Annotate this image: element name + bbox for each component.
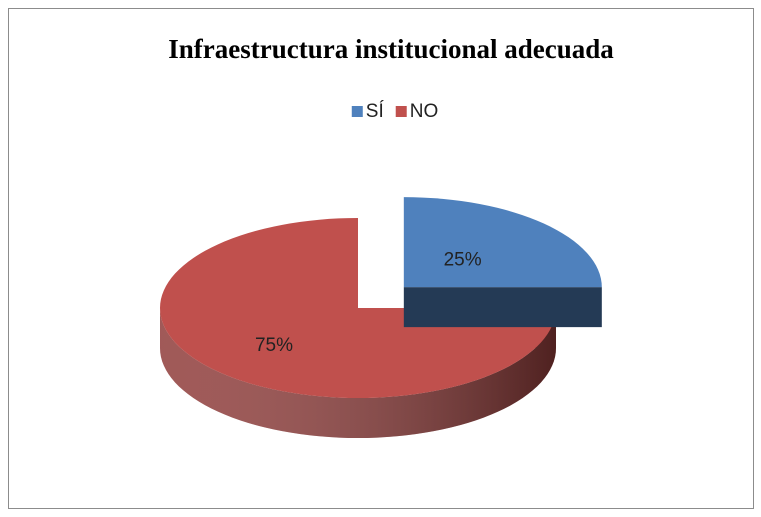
pie: 25% 75% bbox=[160, 197, 602, 438]
slice-wall bbox=[403, 287, 602, 328]
legend-label: SÍ bbox=[366, 101, 385, 122]
legend: SÍ NO bbox=[351, 101, 439, 122]
slice-side-shade bbox=[160, 308, 556, 438]
slice bbox=[403, 197, 602, 288]
chart-title: Infraestructura institucional adecuada bbox=[168, 34, 614, 64]
legend-label: NO bbox=[410, 101, 439, 122]
slice bbox=[160, 218, 556, 398]
data-label: 25% bbox=[444, 249, 482, 270]
legend-swatch bbox=[351, 106, 363, 117]
data-label: 75% bbox=[255, 335, 293, 356]
legend-swatch bbox=[395, 106, 407, 117]
